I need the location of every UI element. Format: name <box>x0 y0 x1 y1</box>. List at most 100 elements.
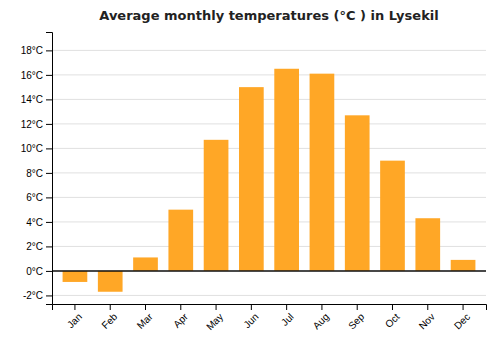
x-tick-label: Feb <box>99 311 119 331</box>
x-tick-label: Apr <box>171 311 190 330</box>
y-tick-mark <box>46 295 52 296</box>
grid-line <box>52 99 486 100</box>
x-tick-label: Dec <box>452 311 472 331</box>
plot-area: -2°C 0°C 2°C 4°C 6°C 8°C 10°C 12°C 14°C 16°C 18°C J… <box>21 33 487 333</box>
x-tick-mark <box>180 304 181 310</box>
grid-line <box>52 197 486 198</box>
x-tick: Aug <box>311 304 331 331</box>
y-tick: 4°C <box>26 217 52 228</box>
x-tick-label: Oct <box>383 311 402 330</box>
x-tick-label: Mar <box>135 311 155 331</box>
grid-line <box>52 123 486 124</box>
y-tick-mark <box>46 75 52 76</box>
bar <box>415 218 440 271</box>
y-tick-mark <box>46 50 52 51</box>
x-tick-mark <box>251 304 252 310</box>
y-tick-label: 18°C <box>21 45 43 56</box>
x-tick: Jul <box>279 304 296 328</box>
y-tick-mark <box>46 197 52 198</box>
x-tick: Feb <box>99 304 119 331</box>
grid-line <box>52 74 486 75</box>
y-axis-line <box>46 33 53 305</box>
y-tick: 10°C <box>21 143 52 154</box>
x-axis: Jan Feb Mar Apr May Jun Jul Aug Sep Oct Nov Dec <box>53 304 487 332</box>
grid-line <box>52 172 486 173</box>
x-tick: Oct <box>383 304 402 330</box>
bar <box>204 140 229 271</box>
bar <box>345 115 370 271</box>
x-tick-label: May <box>204 311 225 332</box>
bar <box>310 74 335 271</box>
x-tick: Dec <box>452 304 472 331</box>
bar <box>98 271 123 292</box>
y-tick-mark <box>46 246 52 247</box>
y-tick-mark <box>46 124 52 125</box>
y-axis: -2°C 0°C 2°C 4°C 6°C 8°C 10°C 12°C 14°C 16°C 18°C <box>21 33 53 305</box>
x-tick-label: Aug <box>311 311 331 331</box>
bar <box>380 161 405 271</box>
y-tick-label: 2°C <box>26 241 43 252</box>
y-tick-label: 12°C <box>21 119 43 130</box>
x-tick-mark <box>110 304 111 310</box>
x-tick-mark <box>463 304 464 310</box>
x-tick-label: Jan <box>65 311 84 330</box>
bar <box>451 260 476 271</box>
y-tick: 2°C <box>26 241 52 252</box>
marks <box>52 69 486 292</box>
x-tick-mark <box>216 304 217 310</box>
y-tick: 18°C <box>21 45 52 56</box>
grid-line <box>52 270 486 271</box>
grid-line <box>52 148 486 149</box>
x-tick-label: Sep <box>346 311 367 332</box>
zero-line <box>52 270 486 272</box>
x-tick-mark <box>392 304 393 310</box>
grid <box>52 50 486 295</box>
grid-line <box>52 295 486 296</box>
chart: -2°C 0°C 2°C 4°C 6°C 8°C 10°C 12°C 14°C 16°C 18°C J… <box>0 0 500 350</box>
x-tick: Jan <box>65 304 84 330</box>
x-tick-label: Nov <box>417 311 437 331</box>
y-tick: 12°C <box>21 119 52 130</box>
x-tick-mark <box>145 304 146 310</box>
y-tick-label: 10°C <box>21 143 43 154</box>
y-tick-mark <box>46 222 52 223</box>
y-tick-label: 14°C <box>21 94 43 105</box>
y-tick-label: 4°C <box>26 217 43 228</box>
title: Average monthly temperatures (°C ) in Ly… <box>99 8 438 23</box>
x-tick: Sep <box>346 304 367 331</box>
y-tick: 16°C <box>21 70 52 81</box>
x-tick-mark <box>427 304 428 310</box>
x-tick-label: Jul <box>279 311 296 328</box>
x-tick: Apr <box>171 304 190 330</box>
grid-line <box>52 50 486 51</box>
bar <box>133 257 158 270</box>
y-tick-mark <box>46 99 52 100</box>
y-tick-mark <box>46 173 52 174</box>
y-tick-label: 0°C <box>26 266 43 277</box>
y-tick-mark <box>46 271 52 272</box>
y-tick: 0°C <box>26 266 52 277</box>
y-tick: 8°C <box>26 168 52 179</box>
x-tick: May <box>204 304 225 332</box>
x-tick: Nov <box>417 304 437 331</box>
bar <box>63 271 88 282</box>
x-axis-line <box>53 305 487 311</box>
bar <box>274 69 299 271</box>
y-tick-mark <box>46 148 52 149</box>
bar <box>239 87 264 271</box>
x-tick-mark <box>286 304 287 310</box>
y-tick-label: 16°C <box>21 70 43 81</box>
x-tick-mark <box>321 304 322 310</box>
x-tick: Jun <box>241 304 260 330</box>
y-tick-label: -2°C <box>23 290 43 301</box>
x-tick-label: Jun <box>241 311 260 330</box>
x-tick: Mar <box>135 304 155 331</box>
y-tick-label: 8°C <box>26 168 43 179</box>
y-tick: -2°C <box>23 290 52 301</box>
y-tick: 6°C <box>26 192 52 203</box>
bar <box>168 210 193 271</box>
y-tick-label: 6°C <box>26 192 43 203</box>
y-tick: 14°C <box>21 94 52 105</box>
x-tick-mark <box>357 304 358 310</box>
x-tick-mark <box>74 304 75 310</box>
